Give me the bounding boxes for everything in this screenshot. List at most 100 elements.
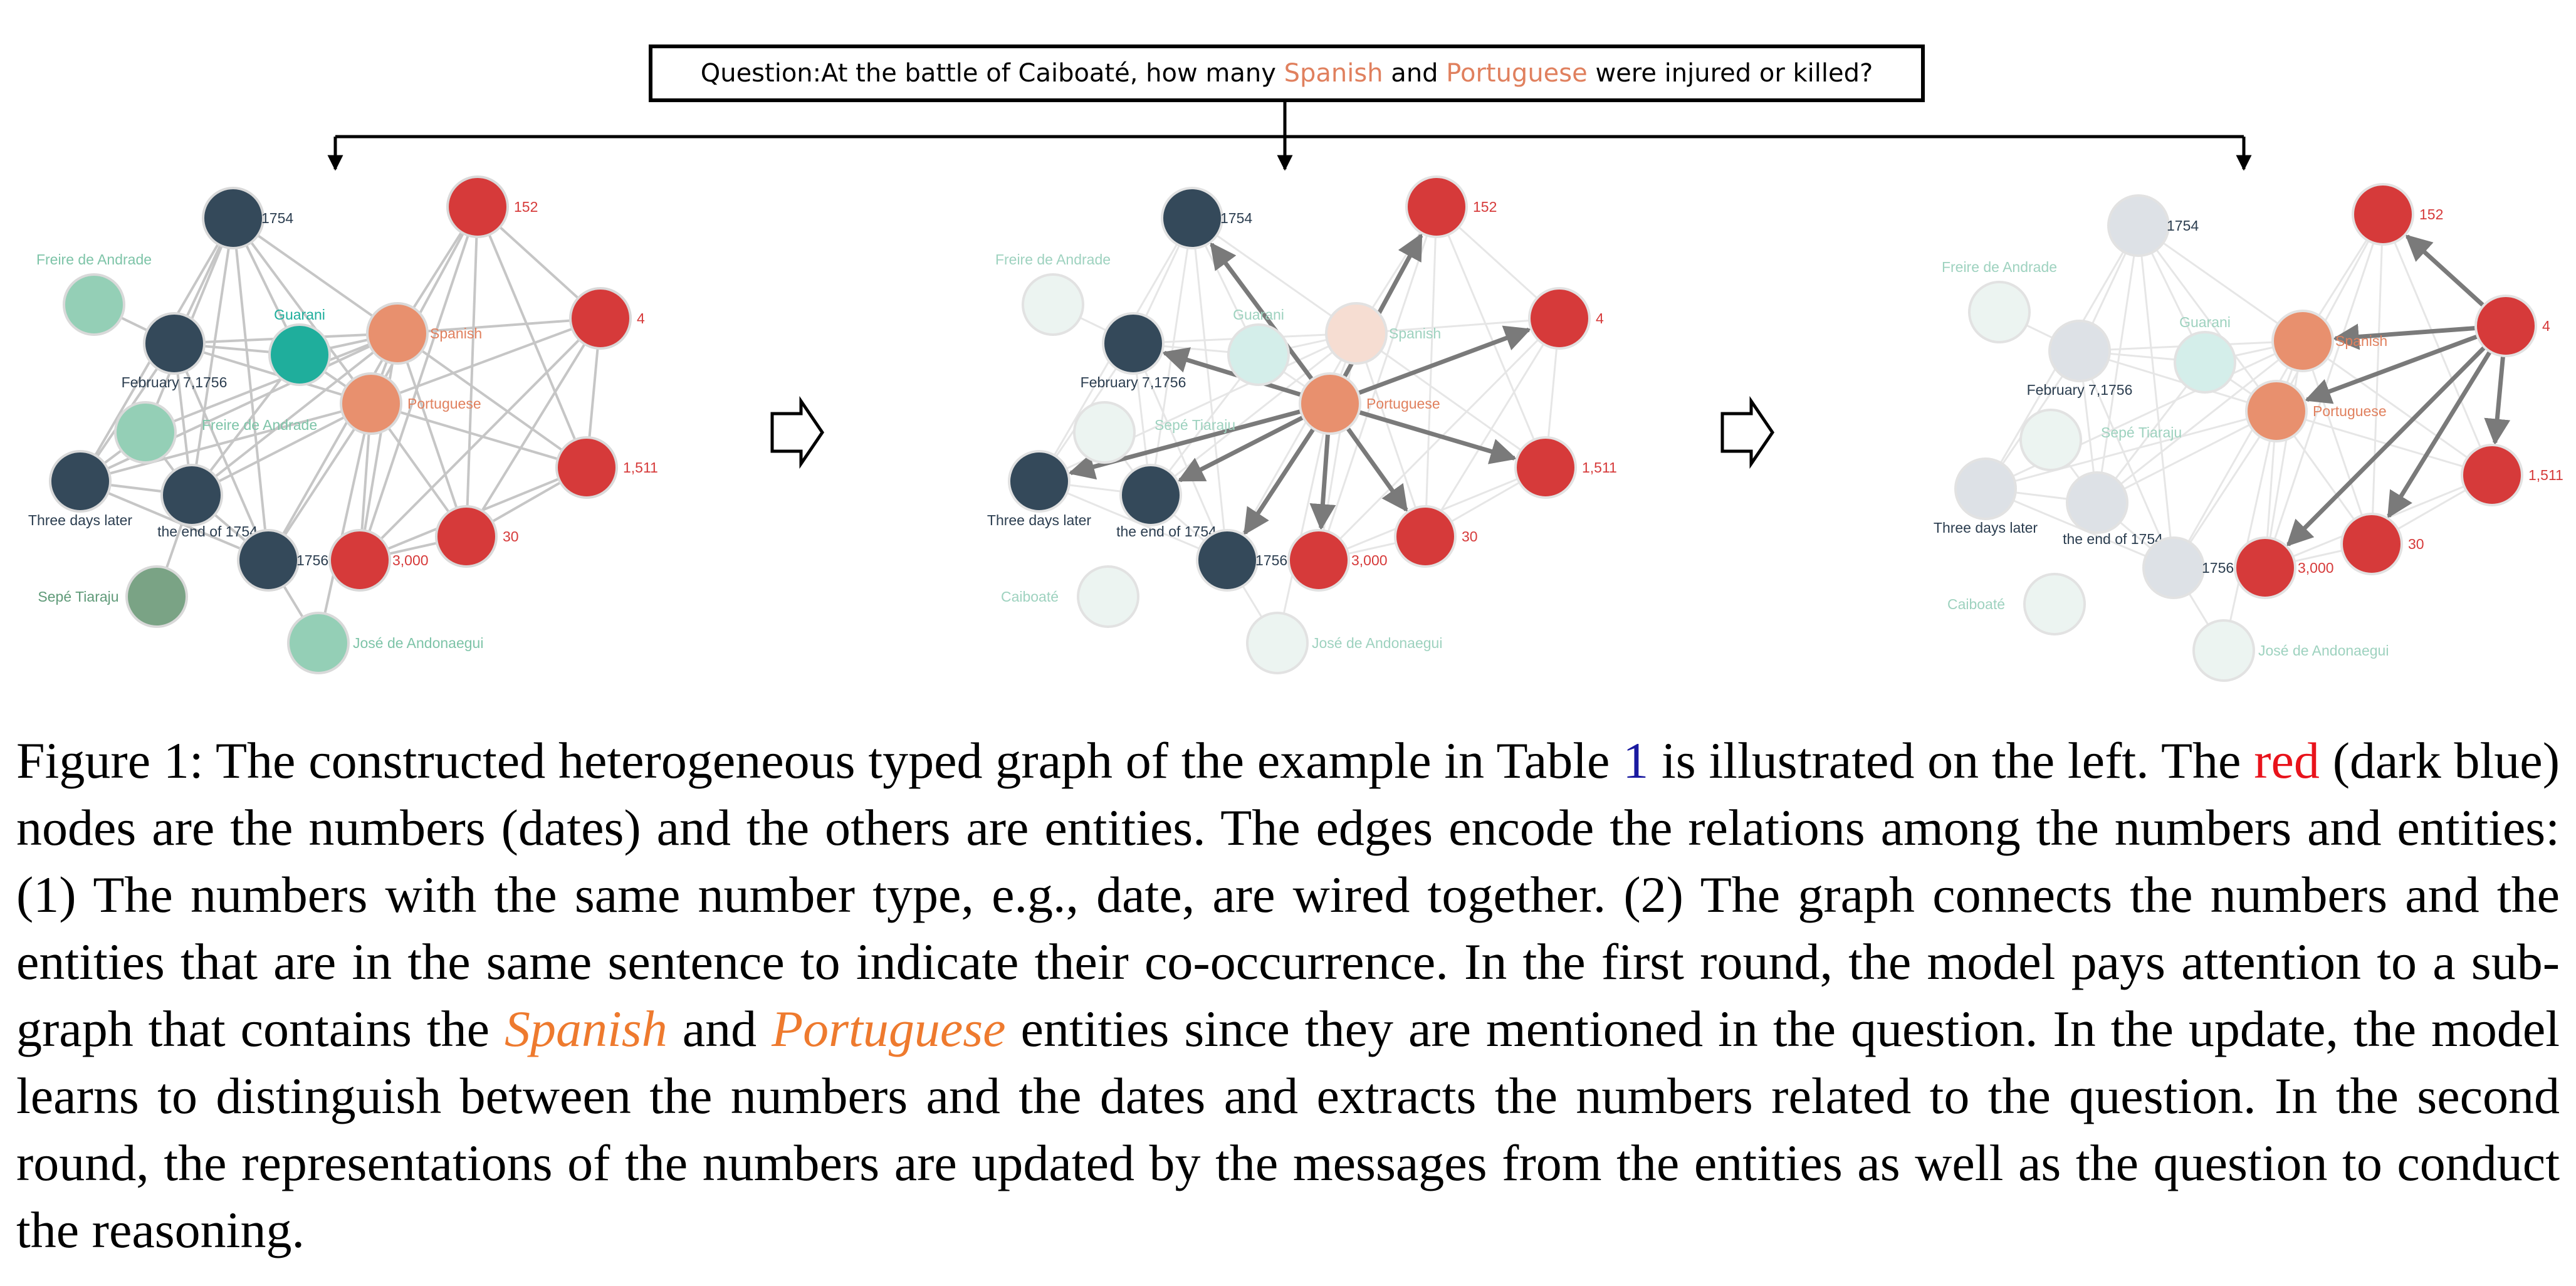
node-label: 1,511	[623, 459, 658, 476]
node-circle	[1287, 529, 1350, 592]
node-circle	[268, 323, 331, 386]
graph-node-dEnd: the end of 1754	[157, 464, 258, 540]
node-label: Guarani	[274, 306, 325, 323]
attention-arrow	[1161, 347, 1302, 397]
node-circle	[160, 464, 223, 526]
node-circle	[287, 612, 350, 674]
node-circle	[49, 450, 112, 513]
node-circle	[1299, 372, 1361, 435]
attention-arrow	[2405, 234, 2485, 308]
figure-canvas: Question:At the battle of Caiboaté, how …	[28, 44, 2563, 682]
graph-edge	[317, 403, 372, 644]
node-circle	[1008, 450, 1071, 513]
graph-edge	[476, 206, 588, 468]
attention-arrow	[2484, 355, 2511, 446]
graph-node-eCaiboate: Caiboaté	[1001, 565, 1139, 628]
graph-node-eFreire1: Freire de Andrade	[1942, 259, 2057, 343]
graph-edge	[359, 206, 479, 561]
node-label: 30	[2408, 536, 2424, 552]
graph-panel-initial: 1754 February 7,1756 Three days later the e…	[28, 175, 658, 674]
node-circle	[1246, 612, 1309, 674]
node-circle	[1077, 565, 1139, 628]
graph-edge	[370, 317, 601, 405]
node-label: 4	[637, 310, 645, 327]
graph-node-d1754: 1754	[1161, 187, 1252, 249]
figure-graphs: Question:At the battle of Caiboaté, how …	[28, 44, 2563, 682]
node-label: 3,000	[1351, 552, 1388, 568]
node-circle	[328, 529, 391, 592]
node-label: Spanish	[1389, 325, 1441, 342]
graph-edge	[1191, 217, 1357, 335]
graph-edge	[2079, 350, 2277, 412]
node-circle	[1196, 529, 1259, 592]
node-label: 3,000	[2298, 560, 2334, 576]
graph-edge	[2370, 214, 2384, 545]
graph-node-n3000: 3,000	[328, 529, 429, 592]
node-label: Caiboaté	[1001, 588, 1059, 605]
node-circle	[1161, 187, 1223, 249]
graph-edge	[191, 332, 399, 496]
node-label: 1754	[1220, 210, 1252, 226]
node-label: 4	[2542, 318, 2550, 334]
graph-edge	[370, 402, 587, 469]
node-circle	[2461, 444, 2523, 506]
graph-edge	[2275, 214, 2384, 412]
node-circle	[2048, 320, 2111, 382]
graph-node-ePortuguese: Portuguese	[1299, 372, 1440, 435]
attention-arrow	[1177, 415, 1304, 483]
arrow-right-icon	[1720, 395, 1775, 469]
node-circle	[2340, 513, 2403, 575]
graph-edge	[1985, 410, 2277, 490]
graph-node-eSpanish: Spanish	[2271, 310, 2387, 372]
node-circle	[2019, 409, 2082, 471]
node-circle	[2066, 471, 2128, 534]
attention-arrow	[1309, 433, 1336, 531]
graph-node-n4: 4	[2474, 295, 2550, 357]
graph-node-d1756: 1756	[1196, 529, 1287, 592]
node-circle	[366, 302, 429, 365]
attention-arrow	[1210, 242, 1314, 381]
graph-edge	[191, 402, 372, 496]
node-label: José de Andonaegui	[353, 635, 483, 651]
node-label: 30	[1462, 528, 1478, 545]
node-circle	[125, 565, 188, 628]
graph-node-d1756: 1756	[237, 529, 328, 592]
graph-edge	[370, 206, 479, 404]
graph-node-dEnd: the end of 1754	[2063, 471, 2163, 547]
question-text: Question:At the battle of Caiboaté, how …	[701, 59, 1873, 88]
graph-edge	[174, 342, 372, 405]
graph-node-n152: 152	[446, 175, 538, 238]
graph-node-eSepe: Sepé Tiaraju	[1073, 401, 1235, 464]
graph-edge	[145, 332, 398, 434]
node-circle	[143, 312, 206, 375]
graph-node-eJose: José de Andonaegui	[287, 612, 483, 674]
graph-edge	[397, 317, 601, 335]
node-circle	[63, 273, 125, 336]
node-circle	[114, 401, 177, 464]
graph-node-d1754: 1754	[2107, 194, 2199, 257]
node-circle	[1325, 302, 1388, 365]
node-label: Guarani	[1233, 306, 1284, 323]
node-label: Portuguese	[1366, 395, 1440, 412]
node-circle	[1405, 175, 1468, 238]
graph-panel-second-round: 1754 February 7,1756 Three days later the e…	[1934, 183, 2563, 682]
arrow-right-icon	[770, 395, 825, 469]
table-reference-link[interactable]: 1	[1623, 732, 1649, 789]
node-circle	[1102, 312, 1165, 375]
graph-edge	[359, 317, 602, 562]
graph-node-dFeb: February 7,1756	[122, 312, 227, 390]
graph-edge	[2097, 340, 2303, 504]
attention-arrow	[1357, 325, 1532, 395]
node-circle	[2023, 573, 2086, 635]
node-circle	[555, 436, 618, 499]
graph-node-dThree: Three days later	[1934, 457, 2038, 536]
attention-arrow	[2304, 334, 2479, 404]
node-label: the end of 1754	[2063, 531, 2163, 547]
graph-edge	[2172, 340, 2304, 568]
node-circle	[1968, 281, 2031, 343]
graph-node-dThree: Three days later	[28, 450, 132, 528]
node-label: Three days later	[1934, 520, 2038, 536]
node-label: 1754	[261, 210, 293, 226]
graph-node-eGuarani: Guarani	[268, 306, 331, 386]
graph-edge	[2264, 340, 2304, 568]
